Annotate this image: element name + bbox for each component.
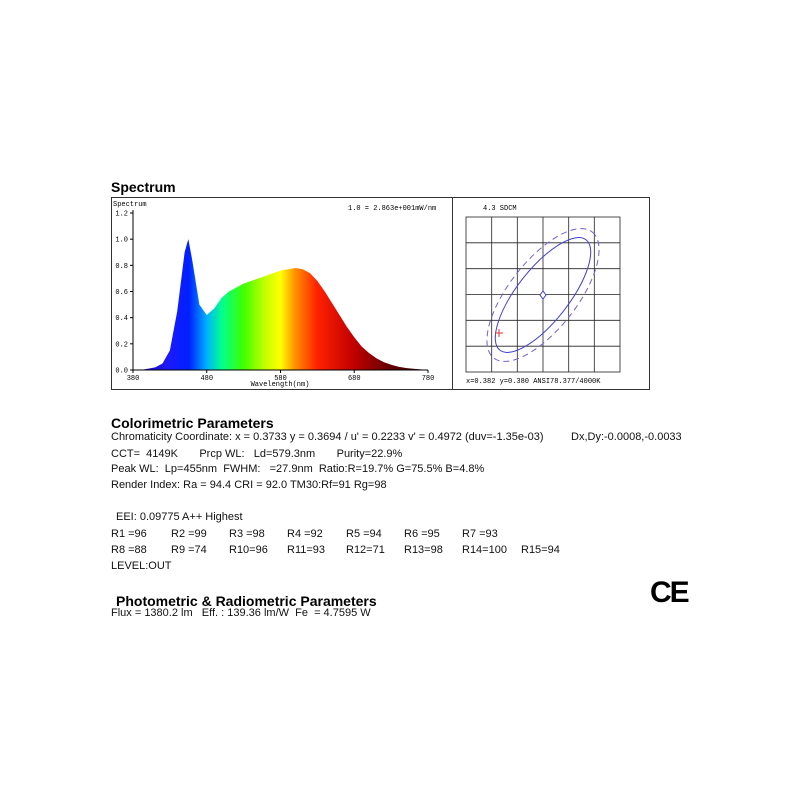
r-value: R4 =92 — [287, 528, 323, 540]
annotation: 1.0 = 2.863e+001mW/nm — [348, 205, 436, 213]
r-value: R10=96 — [229, 544, 268, 556]
r-value: R6 =95 — [404, 528, 440, 540]
y-tick-label: 0.8 — [115, 263, 128, 271]
measured-point — [495, 329, 503, 337]
plot: 0.0 0.2 0.4 0.6 0.8 1.0 1.2 380 480 580 680 780 — [115, 210, 434, 383]
r-value: R11=93 — [287, 544, 326, 556]
r-value: R8 =88 — [111, 544, 147, 556]
colorimetric-heading: Colorimetric Parameters — [111, 415, 274, 431]
y-tick-label: 0.4 — [115, 315, 128, 323]
photometric-heading: Photometric & Radiometric Parameters — [116, 593, 377, 609]
y-tick-label: 0.6 — [115, 289, 128, 297]
r-value: R2 =99 — [171, 528, 207, 540]
r-value: R12=71 — [346, 544, 385, 556]
dx-dy: Dx,Dy:-0.0008,-0.0033 — [571, 431, 682, 443]
peak: Peak WL: Lp=455nm FWHM: =27.9nm Ratio:R=… — [111, 463, 485, 475]
chromaticity: Chromaticity Coordinate: x = 0.3733 y = … — [111, 431, 544, 443]
x-tick-label: 680 — [348, 375, 361, 383]
eei: EEI: 0.09775 A++ Highest — [116, 511, 243, 523]
y-tick-label: 0.0 — [115, 368, 128, 376]
y-tick-label: 1.2 — [115, 211, 128, 219]
r-value: R15=94 — [521, 544, 560, 556]
y-tick-label: 0.2 — [115, 341, 128, 349]
x-tick-label: 780 — [422, 375, 435, 383]
level: LEVEL:OUT — [111, 560, 172, 572]
r-value: R3 =98 — [229, 528, 265, 540]
spectrum-panel: Spectrum 1.0 = 2.863e+001mW/nm Wavelengt… — [111, 197, 650, 390]
render-index: Render Index: Ra = 94.4 CRI = 92.0 TM30:… — [111, 479, 387, 491]
x-tick-label: 480 — [200, 375, 213, 383]
y-tick-label: 1.0 — [115, 237, 128, 245]
spectrum-area — [133, 239, 428, 370]
chart-title: Spectrum — [113, 201, 147, 209]
spectrum-heading: Spectrum — [111, 179, 176, 195]
panel-border — [111, 197, 650, 390]
r-value: R7 =93 — [462, 528, 498, 540]
r-value: R9 =74 — [171, 544, 207, 556]
x-tick-label: 580 — [274, 375, 287, 383]
x-tick-label: 380 — [127, 375, 140, 383]
outer-ellipse — [486, 228, 600, 362]
r-value: R13=98 — [404, 544, 443, 556]
cct: CCT= 4149K Prcp WL: Ld=579.3nm Purity=22… — [111, 448, 403, 460]
r-value: R5 =94 — [346, 528, 382, 540]
sdcm-grid — [465, 216, 621, 373]
inner-ellipse — [494, 237, 592, 353]
r-value: R14=100 — [462, 544, 507, 556]
center-point — [539, 290, 547, 300]
sdcm-plot: 4.3 SDCM x=0.382 y=0.380 ANSI78.377/4000… — [465, 205, 621, 386]
sdcm-caption: x=0.382 y=0.380 ANSI78.377/4000K — [466, 378, 601, 386]
ce-mark: CE — [650, 576, 690, 609]
flux: Flux = 1380.2 lm Eff. : 139.36 lm/W Fe =… — [111, 607, 371, 619]
sdcm-title: 4.3 SDCM — [483, 205, 517, 213]
r-value: R1 =96 — [111, 528, 147, 540]
x-axis-label: Wavelength(nm) — [251, 381, 310, 389]
